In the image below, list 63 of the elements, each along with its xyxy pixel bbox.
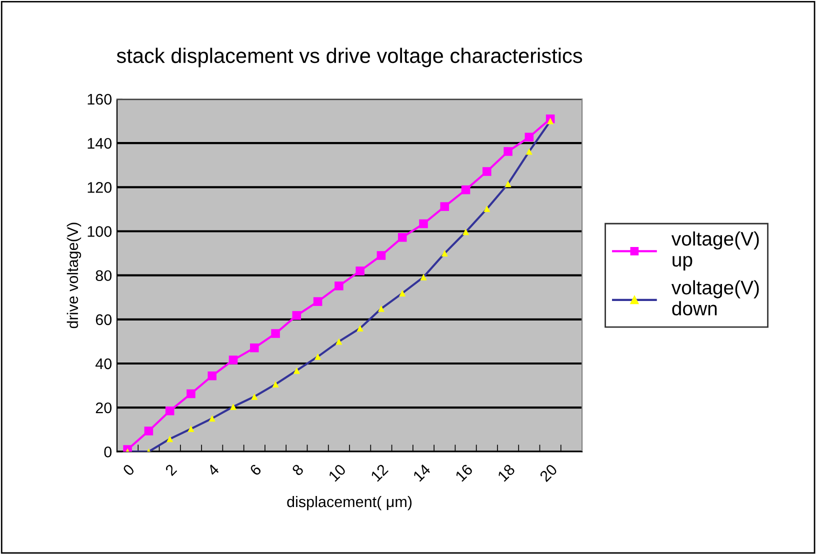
point — [250, 343, 259, 352]
point — [356, 324, 364, 332]
legend-label: voltage(V) down — [671, 280, 759, 316]
point — [462, 228, 470, 236]
point — [420, 274, 427, 280]
x-tick-label: 4 — [206, 464, 220, 476]
point — [334, 282, 344, 290]
point — [123, 445, 132, 452]
y-tick-label: 120 — [88, 182, 112, 193]
point — [166, 436, 174, 442]
point — [272, 380, 279, 388]
point — [292, 311, 302, 320]
y-tick-label: 80 — [96, 270, 112, 282]
x-tick-label: 16 — [454, 464, 474, 482]
point — [378, 305, 384, 312]
y-tick-label: 20 — [96, 402, 112, 414]
point — [271, 329, 280, 338]
point — [144, 426, 154, 436]
x-tick-label: 12 — [370, 464, 389, 482]
x-tick-label: 14 — [412, 464, 432, 482]
point — [398, 233, 407, 242]
point — [504, 147, 512, 156]
y-tick-label: 100 — [88, 226, 112, 237]
point — [526, 148, 532, 155]
x-tick-label: 10 — [328, 463, 346, 482]
x-axis-title: displacement( μm) — [287, 496, 412, 510]
point — [461, 185, 470, 194]
point — [399, 290, 406, 296]
point — [314, 353, 322, 360]
y-tick-label: 40 — [95, 358, 112, 370]
point — [208, 371, 217, 380]
point — [313, 297, 322, 306]
point — [440, 202, 450, 211]
y-tick-label: 140 — [88, 138, 112, 149]
point — [336, 338, 342, 345]
x-tick-label: 20 — [539, 463, 558, 482]
x-tick-label: 8 — [291, 464, 304, 476]
point — [293, 367, 300, 374]
x-tick-label: 6 — [249, 464, 262, 476]
x-tick-label: 2 — [164, 464, 178, 476]
point — [524, 132, 534, 142]
point — [165, 406, 174, 416]
point — [188, 425, 194, 432]
point — [504, 180, 512, 188]
point — [186, 389, 196, 398]
point — [547, 118, 554, 124]
point — [484, 206, 490, 212]
point — [376, 251, 386, 260]
point — [482, 167, 492, 176]
point — [228, 356, 238, 364]
y-axis-title: drive voltage(V) — [66, 222, 82, 328]
point — [356, 266, 364, 276]
point — [441, 250, 448, 257]
y-tick-label: 160 — [88, 94, 112, 105]
point — [230, 403, 237, 410]
y-tick-label: 60 — [96, 314, 112, 326]
x-tick-label: 0 — [122, 463, 136, 476]
x-tick-label: 18 — [497, 464, 516, 482]
point — [251, 393, 258, 400]
chart-title: stack displacement vs drive voltage characteristics — [116, 48, 582, 68]
y-tick-label: 0 — [104, 446, 112, 458]
point — [208, 415, 216, 422]
point — [419, 219, 428, 228]
